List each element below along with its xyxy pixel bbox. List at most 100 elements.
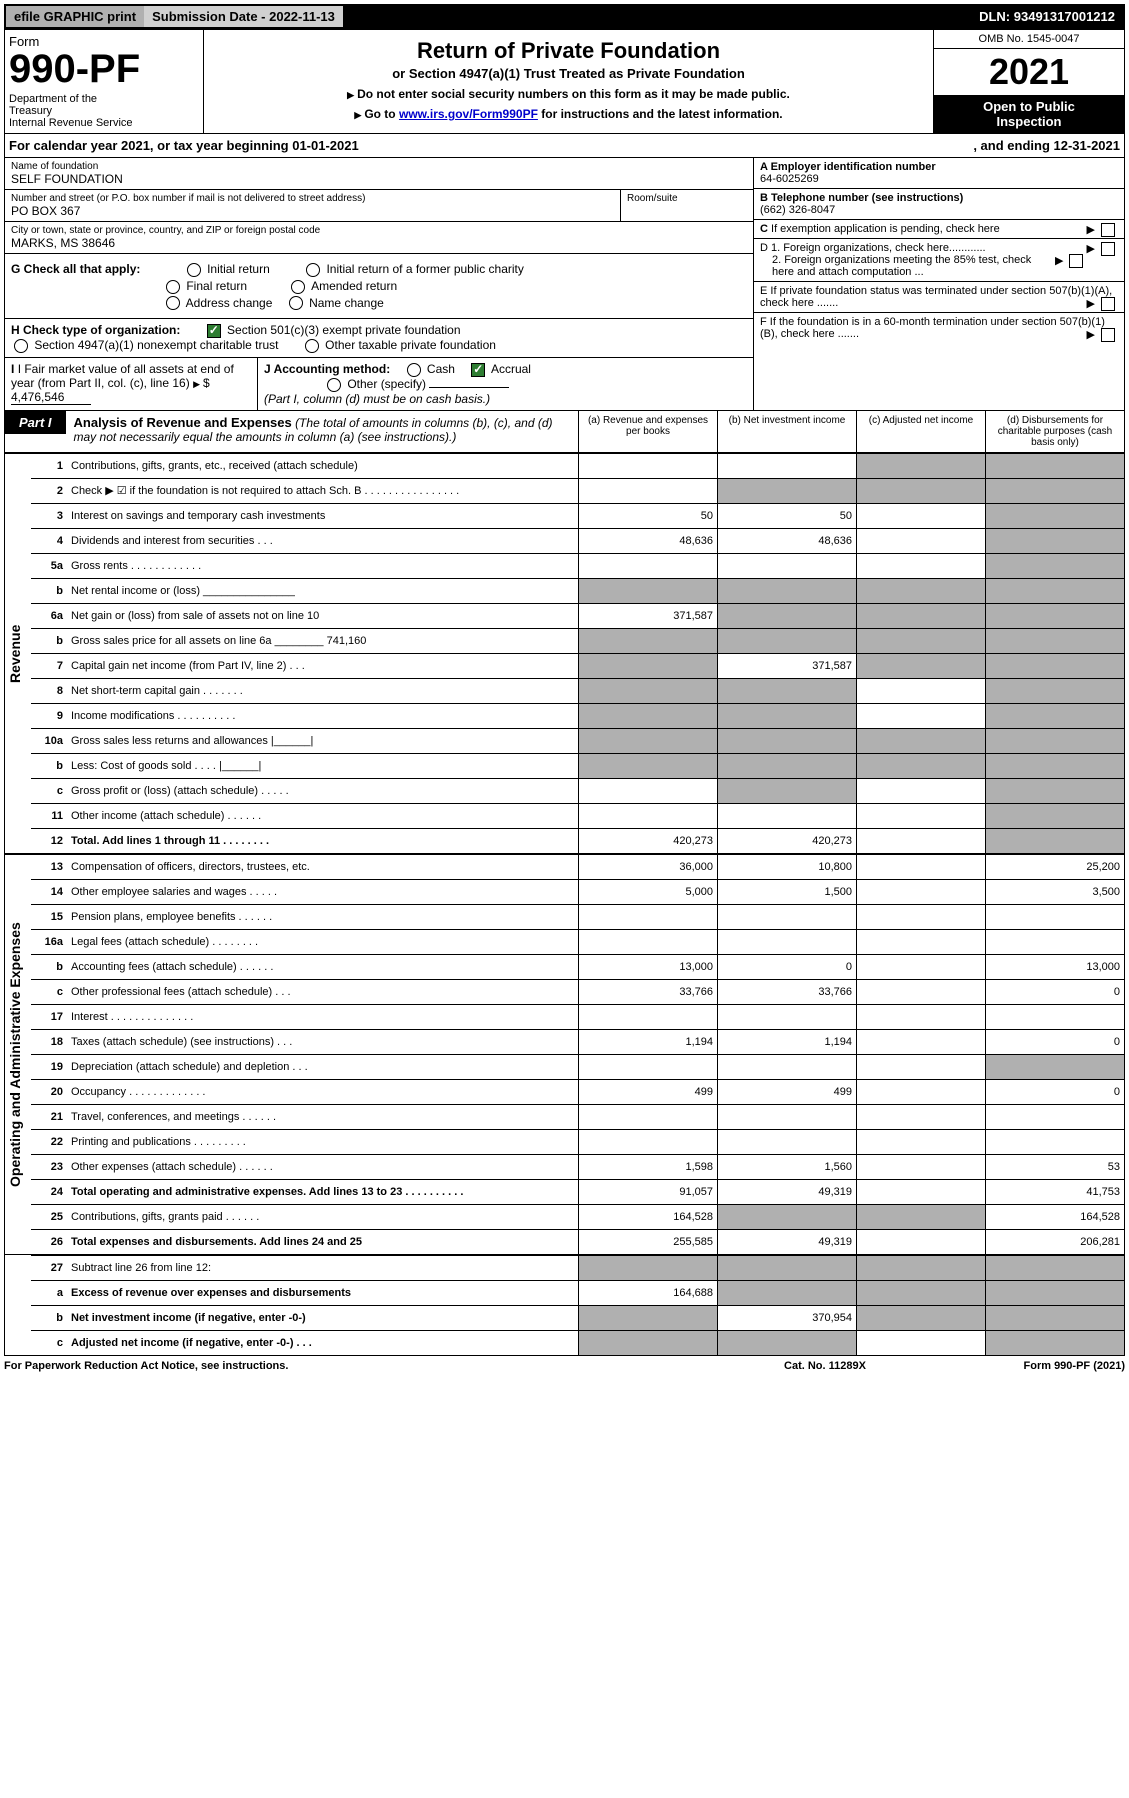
table-row: 2 Check ▶ ☑ if the foundation is not req… <box>31 478 1125 503</box>
table-row: 22 Printing and publications . . . . . .… <box>31 1129 1125 1154</box>
revenue-side-label: Revenue <box>4 453 31 854</box>
col-a-header: (a) Revenue and expenses per books <box>578 411 717 452</box>
foundation-name: SELF FOUNDATION <box>11 172 747 186</box>
col-d-header: (d) Disbursements for charitable purpose… <box>985 411 1124 452</box>
table-row: 12 Total. Add lines 1 through 11 . . . .… <box>31 828 1125 853</box>
section-g: G Check all that apply: Initial return I… <box>5 254 753 319</box>
table-row: 14 Other employee salaries and wages . .… <box>31 879 1125 904</box>
table-row: 11 Other income (attach schedule) . . . … <box>31 803 1125 828</box>
form-subtitle: or Section 4947(a)(1) Trust Treated as P… <box>210 66 927 81</box>
checkbox-other-taxable[interactable] <box>305 339 319 353</box>
table-row: 20 Occupancy . . . . . . . . . . . . . 4… <box>31 1079 1125 1104</box>
efile-label: efile GRAPHIC print <box>6 6 144 27</box>
table-row: 3 Interest on savings and temporary cash… <box>31 503 1125 528</box>
table-row: b Net investment income (if negative, en… <box>31 1305 1125 1330</box>
table-row: c Other professional fees (attach schedu… <box>31 979 1125 1004</box>
section-j: J Accounting method: Cash Accrual Other … <box>258 358 753 410</box>
checkbox-former-charity[interactable] <box>306 263 320 277</box>
table-row: b Less: Cost of goods sold . . . . |____… <box>31 753 1125 778</box>
table-row: 27 Subtract line 26 from line 12: <box>31 1255 1125 1280</box>
expenses-side-label: Operating and Administrative Expenses <box>4 854 31 1255</box>
section-d: D 1. Foreign organizations, check here..… <box>754 239 1124 282</box>
table-row: 10a Gross sales less returns and allowan… <box>31 728 1125 753</box>
table-row: 25 Contributions, gifts, grants paid . .… <box>31 1204 1125 1229</box>
form-number-box: Form 990-PF Department of theTreasuryInt… <box>5 30 204 133</box>
phone-cell: B Telephone number (see instructions) (6… <box>754 189 1124 220</box>
irs-link[interactable]: www.irs.gov/Form990PF <box>399 107 538 121</box>
entity-info: Name of foundation SELF FOUNDATION Numbe… <box>4 158 1125 411</box>
address: PO BOX 367 <box>11 204 614 218</box>
checkbox-name-change[interactable] <box>289 296 303 310</box>
table-row: b Gross sales price for all assets on li… <box>31 628 1125 653</box>
table-row: c Adjusted net income (if negative, ente… <box>31 1330 1125 1355</box>
table-row: 18 Taxes (attach schedule) (see instruct… <box>31 1029 1125 1054</box>
table-row: b Accounting fees (attach schedule) . . … <box>31 954 1125 979</box>
checkbox-accrual[interactable] <box>471 363 485 377</box>
tax-year: 2021 <box>934 49 1124 95</box>
checkbox-4947[interactable] <box>14 339 28 353</box>
table-row: a Excess of revenue over expenses and di… <box>31 1280 1125 1305</box>
table-row: 21 Travel, conferences, and meetings . .… <box>31 1104 1125 1129</box>
table-row: 6a Net gain or (loss) from sale of asset… <box>31 603 1125 628</box>
checkbox-other-method[interactable] <box>327 378 341 392</box>
calendar-year: For calendar year 2021, or tax year begi… <box>4 134 1125 158</box>
form-ref: Form 990-PF (2021) <box>925 1360 1125 1372</box>
dln: DLN: 93491317001212 <box>971 6 1123 27</box>
paperwork-notice: For Paperwork Reduction Act Notice, see … <box>4 1360 725 1372</box>
table-row: 24 Total operating and administrative ex… <box>31 1179 1125 1204</box>
form-header: Form 990-PF Department of theTreasuryInt… <box>4 29 1125 134</box>
ein: 64-6025269 <box>760 173 819 185</box>
phone: (662) 326-8047 <box>760 204 835 216</box>
form-instr-1: Do not enter social security numbers on … <box>210 87 927 101</box>
table-row: c Gross profit or (loss) (attach schedul… <box>31 778 1125 803</box>
part-1-tab: Part I <box>5 411 66 434</box>
table-row: 15 Pension plans, employee benefits . . … <box>31 904 1125 929</box>
year-box: OMB No. 1545-0047 2021 Open to PublicIns… <box>933 30 1124 133</box>
catalog-number: Cat. No. 11289X <box>725 1360 925 1372</box>
table-row: 16a Legal fees (attach schedule) . . . .… <box>31 929 1125 954</box>
table-row: b Net rental income or (loss) __________… <box>31 578 1125 603</box>
city-cell: City or town, state or province, country… <box>5 222 753 254</box>
checkbox-f[interactable] <box>1101 328 1115 342</box>
checkbox-address-change[interactable] <box>166 296 180 310</box>
section-f: F If the foundation is in a 60-month ter… <box>754 313 1124 343</box>
revenue-table: 1 Contributions, gifts, grants, etc., re… <box>31 453 1125 854</box>
checkbox-cash[interactable] <box>407 363 421 377</box>
section-i: I I Fair market value of all assets at e… <box>5 358 258 410</box>
top-bar: efile GRAPHIC print Submission Date - 20… <box>4 4 1125 29</box>
form-number: 990-PF <box>9 49 199 89</box>
checkbox-amended[interactable] <box>291 280 305 294</box>
checkbox-d2[interactable] <box>1069 254 1083 268</box>
table-row: 7 Capital gain net income (from Part IV,… <box>31 653 1125 678</box>
table-row: 9 Income modifications . . . . . . . . .… <box>31 703 1125 728</box>
table-row: 5a Gross rents . . . . . . . . . . . . <box>31 553 1125 578</box>
page-footer: For Paperwork Reduction Act Notice, see … <box>4 1356 1125 1376</box>
table-row: 8 Net short-term capital gain . . . . . … <box>31 678 1125 703</box>
checkbox-d1[interactable] <box>1101 242 1115 256</box>
ein-cell: A Employer identification number 64-6025… <box>754 158 1124 189</box>
checkbox-initial-return[interactable] <box>187 263 201 277</box>
room-suite: Room/suite <box>620 190 753 221</box>
part-1-title: Analysis of Revenue and Expenses (The to… <box>66 411 578 448</box>
table-row: 23 Other expenses (attach schedule) . . … <box>31 1154 1125 1179</box>
fmv-value: 4,476,546 <box>11 390 91 405</box>
checkbox-c[interactable] <box>1101 223 1115 237</box>
open-inspection: Open to PublicInspection <box>934 95 1124 133</box>
form-title-box: Return of Private Foundation or Section … <box>204 30 933 133</box>
form-instr-2: Go to www.irs.gov/Form990PF for instruct… <box>210 107 927 121</box>
treasury-dept: Department of theTreasuryInternal Revenu… <box>9 93 199 129</box>
checkbox-501c3[interactable] <box>207 324 221 338</box>
checkbox-final-return[interactable] <box>166 280 180 294</box>
table-row: 17 Interest . . . . . . . . . . . . . . <box>31 1004 1125 1029</box>
table-row: 19 Depreciation (attach schedule) and de… <box>31 1054 1125 1079</box>
form-title: Return of Private Foundation <box>210 38 927 64</box>
checkbox-e[interactable] <box>1101 297 1115 311</box>
omb-number: OMB No. 1545-0047 <box>934 30 1124 49</box>
address-cell: Number and street (or P.O. box number if… <box>5 190 620 221</box>
table-row: 26 Total expenses and disbursements. Add… <box>31 1229 1125 1254</box>
section-c: C If exemption application is pending, c… <box>754 220 1124 239</box>
city-state-zip: MARKS, MS 38646 <box>11 236 747 250</box>
submission-date: Submission Date - 2022-11-13 <box>144 6 343 27</box>
section-e: E If private foundation status was termi… <box>754 282 1124 313</box>
foundation-name-cell: Name of foundation SELF FOUNDATION <box>5 158 753 190</box>
